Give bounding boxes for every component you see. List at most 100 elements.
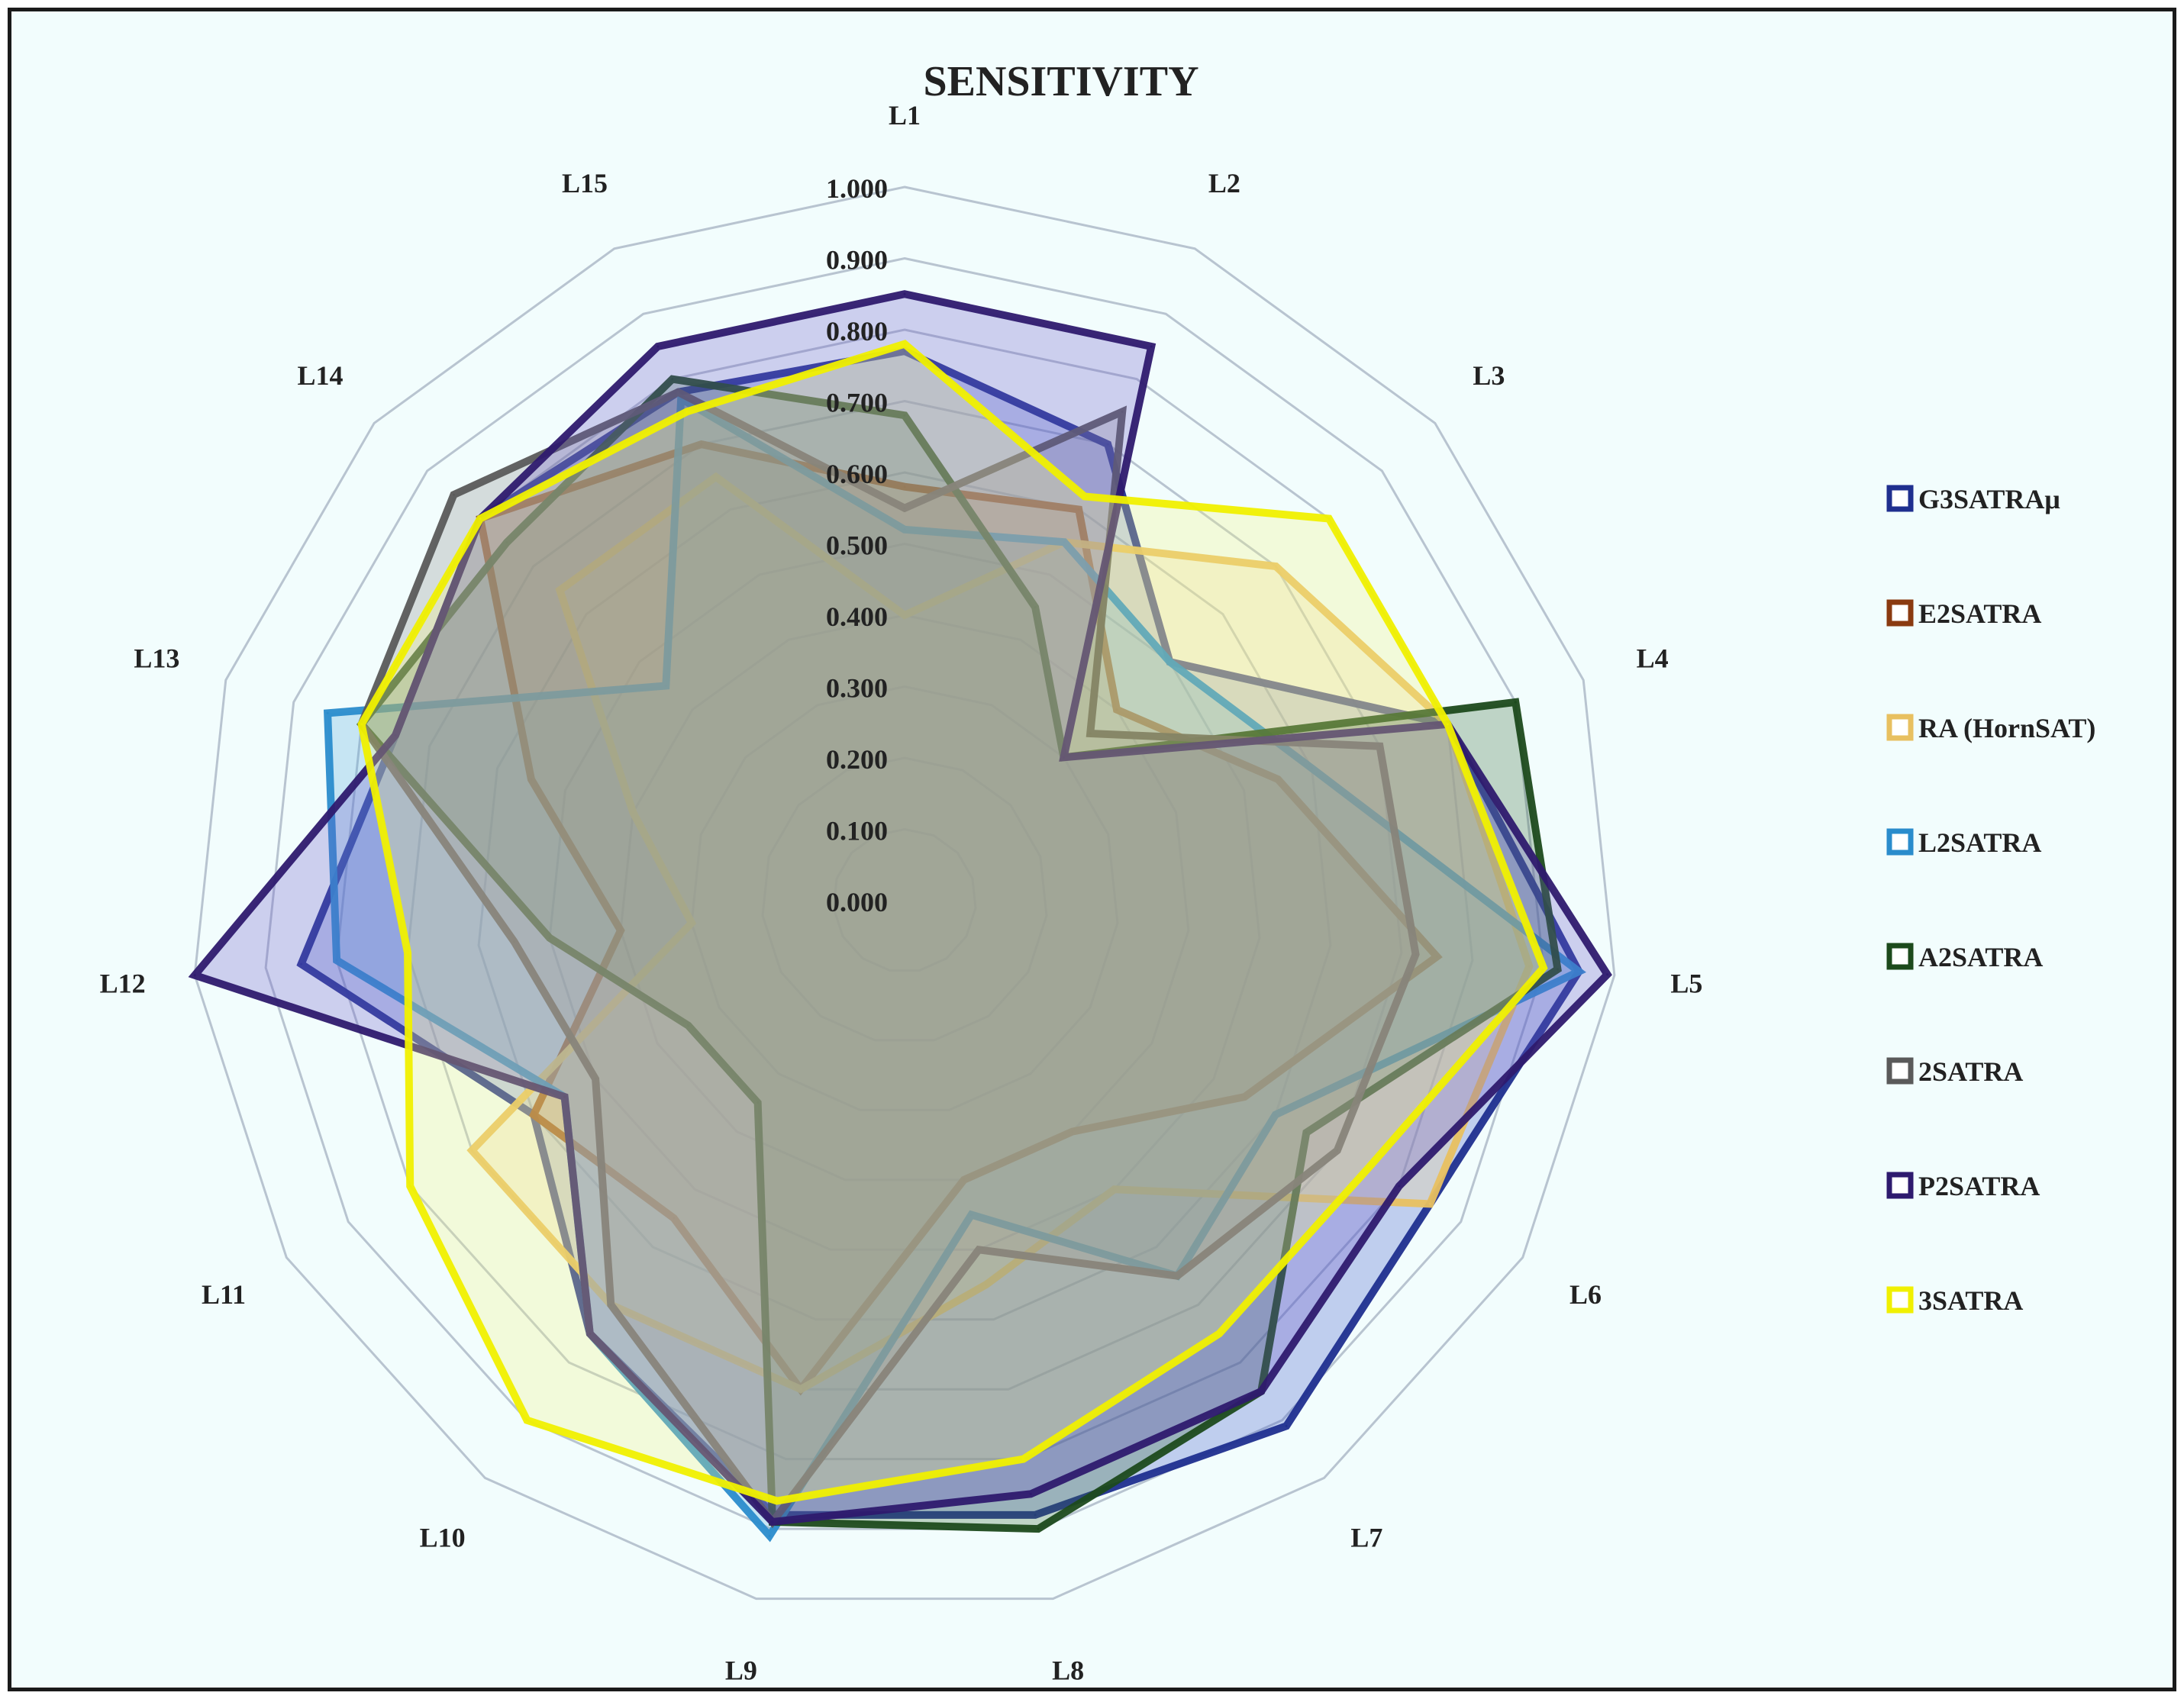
category-label: L3: [1473, 360, 1505, 391]
legend-label: P2SATRA: [1918, 1171, 2040, 1201]
data-point: [326, 711, 329, 714]
legend-label: 2SATRA: [1918, 1056, 2023, 1087]
legend-swatch: [1886, 1172, 1914, 1199]
data-point: [452, 493, 455, 496]
data-point: [513, 940, 516, 943]
category-labels: L1 L2 L3 L4 L5 L6 L7 L8 L9 L10 L11 L12 L13 L14 L15: [100, 100, 1703, 1685]
category-label: L7: [1350, 1522, 1382, 1552]
tick-label: 0.600: [826, 459, 888, 489]
data-point: [1276, 778, 1279, 781]
data-point: [1428, 1202, 1431, 1205]
tick-label: 0.400: [826, 601, 888, 632]
data-point: [335, 959, 338, 962]
tick-label: 1.000: [826, 173, 888, 204]
data-point: [903, 343, 906, 346]
data-point: [1062, 756, 1065, 759]
data-point: [903, 414, 906, 417]
legend-swatch: [1886, 943, 1914, 970]
grid-ring: [193, 185, 1616, 1601]
chart-frame: SENSITIVITY 0.000 0.100 0.200 0.300 0.400 0.5…: [8, 8, 2176, 1691]
data-point: [1243, 1095, 1246, 1098]
data-point: [1106, 443, 1109, 446]
tick-label: 0.000: [826, 887, 888, 917]
data-point: [1577, 970, 1580, 973]
legend-item: 2SATRA: [1886, 1056, 2023, 1087]
data-point: [1150, 345, 1153, 348]
legend-item: 3SATRA: [1886, 1285, 2023, 1316]
legend-item: G3SATRAμ: [1886, 484, 2060, 514]
data-point: [1274, 565, 1277, 568]
category-label: L9: [725, 1655, 757, 1685]
data-point: [1327, 517, 1331, 520]
data-point: [1077, 508, 1080, 511]
data-point: [1606, 973, 1609, 976]
data-point: [903, 350, 906, 353]
tick-labels: 0.000 0.100 0.200 0.300 0.400 0.500 0.600 0.700…: [826, 173, 888, 917]
legend-label: G3SATRAμ: [1918, 484, 2060, 514]
data-point: [1113, 1188, 1116, 1191]
category-label: L15: [562, 168, 608, 198]
data-point: [673, 1217, 676, 1220]
data-point: [671, 378, 674, 381]
data-point: [1446, 723, 1449, 726]
data-point: [756, 1101, 760, 1104]
data-point: [1083, 495, 1086, 498]
data-point: [985, 1283, 988, 1286]
category-label: L5: [1670, 969, 1702, 999]
data-point: [715, 476, 718, 479]
legend-swatch: [1886, 485, 1914, 512]
series-7: [357, 340, 1548, 1505]
data-point: [408, 1185, 411, 1188]
data-point: [193, 974, 196, 977]
data-point: [563, 1095, 566, 1098]
data-point: [1121, 410, 1124, 413]
legend-label: 3SATRA: [1918, 1285, 2023, 1316]
category-label: L6: [1569, 1279, 1602, 1310]
legend-swatch: [1886, 599, 1914, 627]
chart-title: SENSITIVITY: [923, 58, 1198, 105]
data-point: [1398, 1185, 1401, 1188]
legend-item: P2SATRA: [1886, 1171, 2040, 1201]
series-layer: [188, 290, 1612, 1543]
data-point: [1311, 767, 1314, 770]
data-point: [594, 1078, 597, 1081]
legend-swatch: [1886, 1286, 1914, 1314]
data-point: [687, 1024, 690, 1027]
category-label: L8: [1052, 1655, 1084, 1685]
data-point: [690, 921, 693, 924]
data-point: [664, 684, 667, 687]
tick-label: 0.700: [826, 388, 888, 418]
category-label: L1: [889, 100, 921, 131]
data-point: [676, 391, 679, 394]
grid-ring: [406, 399, 1403, 1391]
data-point: [1176, 1275, 1179, 1278]
series-area: [301, 351, 1579, 1515]
data-point: [1037, 1527, 1040, 1530]
data-point: [656, 345, 660, 348]
grid-ring: [690, 685, 1119, 1111]
data-point: [799, 1388, 802, 1391]
data-point: [1366, 1167, 1369, 1170]
legend-item: A2SATRA: [1886, 942, 2043, 972]
grid-ring: [761, 756, 1048, 1042]
legend-label: A2SATRA: [1918, 942, 2043, 972]
legend-label: L2SATRA: [1918, 827, 2041, 858]
data-point: [768, 1534, 771, 1537]
data-point: [686, 410, 689, 413]
data-point: [903, 292, 906, 295]
data-point: [1022, 1458, 1025, 1461]
category-label: L10: [420, 1522, 466, 1552]
data-point: [776, 1500, 779, 1503]
data-point: [1514, 701, 1517, 704]
data-point: [479, 517, 482, 520]
data-point: [1556, 968, 1559, 971]
category-label: L12: [100, 969, 146, 999]
tick-label: 0.300: [826, 673, 888, 704]
grid-ring: [619, 614, 1190, 1182]
data-point: [1528, 965, 1531, 968]
series-area: [327, 398, 1579, 1536]
series-area: [361, 379, 1558, 1530]
series-line: [357, 340, 1548, 1505]
data-point: [525, 1419, 528, 1422]
data-point: [300, 962, 303, 966]
